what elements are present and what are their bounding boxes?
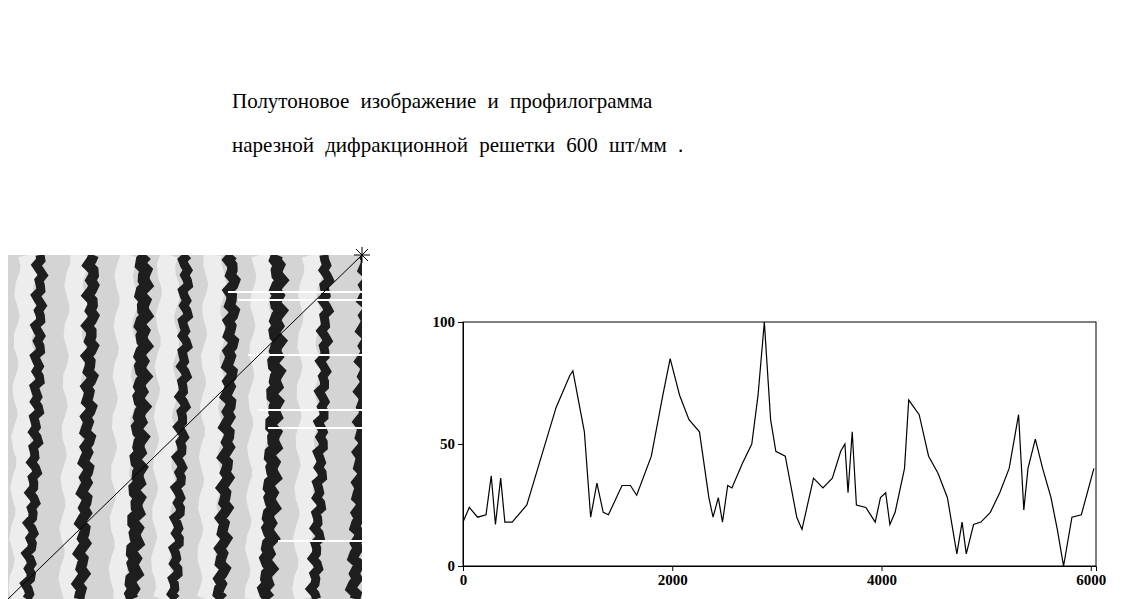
profile-marker xyxy=(354,247,370,263)
x-axis: 0 2000 4000 6000 xyxy=(460,566,1107,588)
x-tick-mark xyxy=(1091,566,1092,571)
image-streak xyxy=(278,540,362,542)
x-tick-label: 4000 xyxy=(867,572,897,588)
x-tick-label: 2000 xyxy=(658,572,688,588)
profile-curve xyxy=(463,322,1094,566)
x-tick-label: 0 xyxy=(460,572,468,588)
x-tick: 2000 xyxy=(658,566,688,588)
y-tick-label: 0 xyxy=(448,558,456,574)
plot-frame xyxy=(463,322,1096,566)
title-line: нарезной дифракционной решетки 600 шт/мм… xyxy=(232,133,683,157)
y-tick: 100 xyxy=(433,314,464,330)
image-stripe xyxy=(172,255,189,599)
y-tick: 0 xyxy=(448,558,464,574)
marker-stroke xyxy=(356,249,368,261)
x-axis-line xyxy=(464,567,1097,572)
x-tick-mark xyxy=(882,566,883,571)
image-ground xyxy=(8,255,362,599)
image-streak xyxy=(228,291,362,293)
title-line: Полутоновое изображение и профилограмма xyxy=(232,89,653,113)
image-stripe xyxy=(77,255,94,599)
x-tick: 6000 xyxy=(1076,566,1106,588)
y-tick-label: 50 xyxy=(440,436,455,452)
image-stripe xyxy=(25,255,43,599)
image-streak xyxy=(238,299,362,301)
image-streak xyxy=(268,427,362,429)
marker-stroke xyxy=(356,249,368,261)
x-tick: 0 xyxy=(460,566,468,588)
y-tick: 50 xyxy=(440,436,463,452)
image-stripe xyxy=(218,255,235,599)
y-tick-label: 100 xyxy=(433,314,456,330)
y-tick-mark xyxy=(458,444,463,445)
title: Полутоновое изображение и профилограмма н… xyxy=(232,89,683,157)
canvas: Полутоновое изображение и профилограмма н… xyxy=(0,0,1123,599)
y-axis: 0 50 100 xyxy=(433,314,464,574)
x-tick-label: 6000 xyxy=(1076,572,1106,588)
image-stripe xyxy=(130,255,146,599)
x-tick: 4000 xyxy=(867,566,897,588)
image-streak xyxy=(248,354,362,356)
halftone-image xyxy=(8,255,362,599)
profile-line xyxy=(8,255,362,599)
y-axis-line xyxy=(458,323,464,567)
image-streak xyxy=(258,409,362,411)
plot-area xyxy=(463,322,1094,566)
y-tick-mark xyxy=(458,322,463,323)
y-tick-mark xyxy=(458,566,463,567)
x-tick-mark xyxy=(672,566,673,571)
